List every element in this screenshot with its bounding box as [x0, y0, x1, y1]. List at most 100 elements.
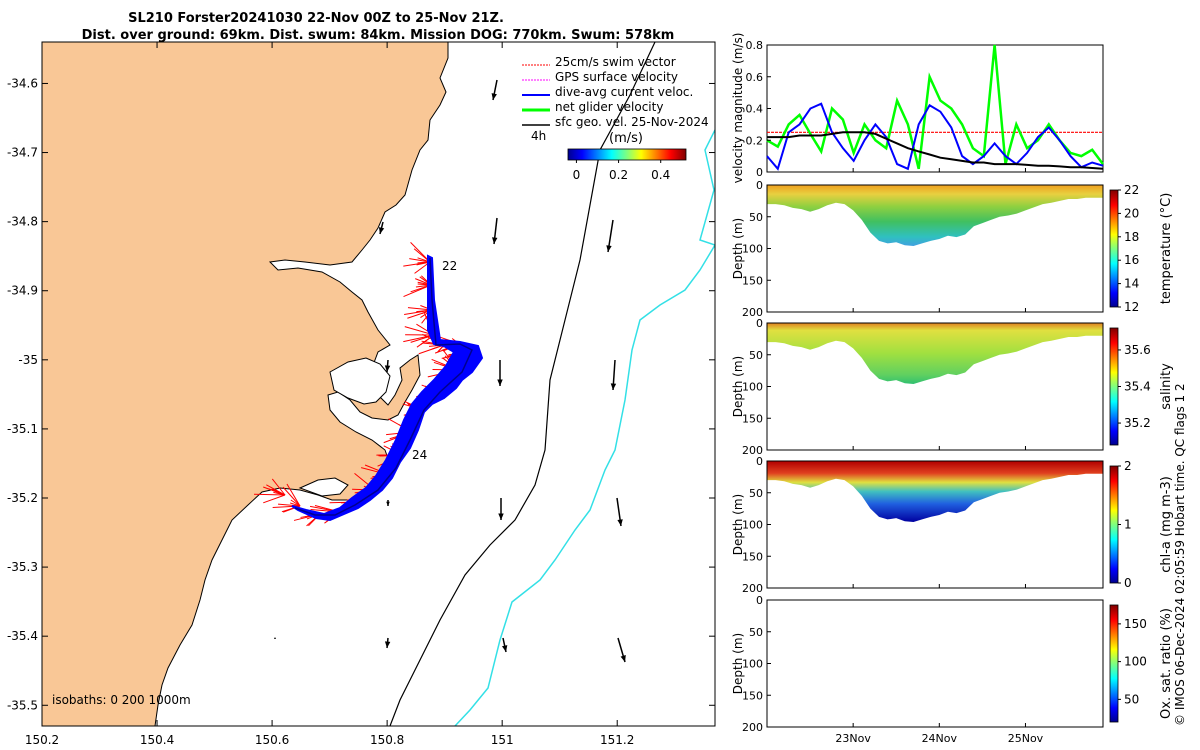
inlet-small [298, 477, 349, 497]
velocity-ylabel: velocity magnitude (m/s) [731, 33, 745, 184]
side-note: © IMOS 06-Dec-2024 02:05:59 Hobart time.… [1173, 383, 1187, 726]
section-cbar-label: Ox. sat. ratio (%) [1159, 608, 1174, 719]
swim-vector [263, 494, 286, 504]
section-ytick-label: 50 [749, 487, 763, 500]
map-ytick-label: -35.1 [7, 422, 38, 436]
section-cbar-tick-label: 14 [1124, 277, 1139, 291]
legend-time: 4h [531, 129, 546, 143]
section-bg [767, 600, 1103, 727]
section-cbar-tick-label: 50 [1124, 692, 1139, 706]
swim-vector [282, 486, 301, 507]
velocity-ytick-label: 0.2 [746, 134, 764, 147]
title-line-1: SL210 Forster20241030 22-Nov 00Z to 25-N… [128, 11, 504, 26]
time-tick-label: 25Nov [1008, 732, 1044, 745]
section-ylabel: Depth (m) [731, 633, 745, 694]
section-colorbar [1109, 604, 1119, 723]
map-ytick-label: -34.9 [7, 284, 38, 298]
legend-net: net glider velocity [555, 100, 663, 114]
swim-vector [409, 258, 431, 263]
map-cbar-tick-label: 0.2 [609, 168, 628, 182]
geo-arrow-head [378, 227, 385, 234]
section-cbar-tick-label: 12 [1124, 300, 1139, 314]
section-cbar-tick-label: 1 [1124, 518, 1132, 532]
title-line-2: Dist. over ground: 69km. Dist. swum: 84k… [82, 28, 675, 43]
section-ytick-label: 0 [756, 179, 763, 192]
map-panel: 22 24 150.2 150.4 150.6 150.8 151 151.2 -34.6 -… [7, 41, 716, 747]
geo-arrow-head [501, 645, 508, 652]
geo-arrow-head [620, 655, 626, 662]
section-ytick-label: 50 [749, 211, 763, 224]
map-axes: 150.2 150.4 150.6 150.8 151 151.2 -34.6 -34.7 -3… [7, 42, 715, 747]
section-ytick-label: 100 [742, 381, 763, 394]
swim-vector [410, 241, 431, 263]
legend-dive: dive-avg current veloc. [555, 85, 693, 99]
swim-vector [271, 478, 286, 496]
land-polygon [42, 42, 449, 726]
map-ytick-label: -34.6 [7, 76, 38, 90]
section-data-chla [767, 461, 1103, 522]
map-legend: 25cm/s swim vector GPS surface velocity … [522, 55, 709, 182]
map-xtick-label: 151 [491, 733, 514, 747]
map-colorbar [567, 148, 687, 161]
isobath-1000m [454, 129, 715, 726]
swim-vector [273, 491, 286, 496]
section-ylabel: Depth (m) [731, 494, 745, 555]
map-cbar-label: (m/s) [609, 131, 643, 146]
section-cbar-tick-label: 2 [1124, 459, 1132, 473]
map-ytick-label: -34.8 [7, 215, 38, 229]
time-tick-label: 23Nov [835, 732, 871, 745]
legend-swim: 25cm/s swim vector [555, 55, 676, 69]
map-ytick-label: -35.4 [7, 629, 38, 643]
geo-arrow-head [498, 513, 504, 520]
velocity-ytick-label: 0.8 [746, 39, 764, 52]
section-cbar-tick-label: 100 [1124, 655, 1147, 669]
section-cbar-tick-label: 35.2 [1124, 416, 1151, 430]
section-ytick-label: 50 [749, 626, 763, 639]
swim-vector [254, 493, 286, 496]
section-ytick-label: 150 [742, 689, 763, 702]
section-ytick-label: 0 [756, 317, 763, 330]
time-axis: 23Nov 24Nov 25Nov [835, 168, 1044, 745]
geo-arrow-head [491, 93, 497, 100]
time-tick-label: 24Nov [922, 732, 958, 745]
section-ytick-label: 200 [742, 721, 763, 734]
map-cbar-tick-label: 0 [573, 168, 581, 182]
day-label-24: 24 [412, 448, 427, 462]
velocity-ytick-label: 0 [756, 166, 763, 179]
map-xtick-label: 150.8 [370, 733, 404, 747]
section-ytick-label: 150 [742, 412, 763, 425]
swim-vector [286, 483, 301, 507]
section-cbar-tick-label: 35.4 [1124, 380, 1151, 394]
map-ytick-label: -35.3 [7, 560, 38, 574]
velocity-ytick-label: 0.4 [746, 103, 764, 116]
velocity-axis: 0 0.2 0.4 0.6 0.8 [746, 39, 771, 179]
geo-arrow-head [384, 365, 391, 372]
section-cbar-tick-label: 16 [1124, 253, 1139, 267]
section-ytick-label: 100 [742, 658, 763, 671]
section-chla: 0 50 100 150 200 Depth (m) 0 1 2 chl-a (mg m-3) [731, 455, 1174, 595]
section-data-temperature [767, 185, 1103, 246]
geo-arrow-head [386, 501, 390, 506]
map-ytick-label: -34.7 [7, 146, 38, 160]
section-oxygen: 0 50 100 150 200 Depth (m) 50 100 150 Ox. sat. ra… [731, 594, 1174, 734]
map-xtick-label: 151.2 [600, 733, 634, 747]
section-cbar-tick-label: 0 [1124, 576, 1132, 590]
section-colorbar [1109, 327, 1119, 446]
section-salinity: 0 50 100 150 200 Depth (m) 35.2 35.4 35.6 salinit… [731, 317, 1174, 457]
section-ytick-label: 0 [756, 594, 763, 607]
lake-inlet [329, 357, 391, 405]
map-xtick-label: 150.6 [255, 733, 289, 747]
section-cbar-label: chl-a (mg m-3) [1159, 476, 1174, 573]
section-cbar-tick-label: 35.6 [1124, 343, 1151, 357]
map-cbar-tick-label: 0.4 [651, 168, 670, 182]
map-frame [41, 41, 716, 727]
legend-gps: GPS surface velocity [555, 70, 678, 84]
velocity-series [766, 44, 1104, 171]
velocity-panel: 0 0.2 0.4 0.6 0.8 velocity magnitude (m/s) [731, 33, 1104, 184]
geo-arrow-head [384, 641, 391, 648]
section-ytick-label: 100 [742, 243, 763, 256]
legend-geo: sfc geo. vel. 25-Nov-2024 [555, 115, 709, 129]
section-ylabel: Depth (m) [731, 218, 745, 279]
